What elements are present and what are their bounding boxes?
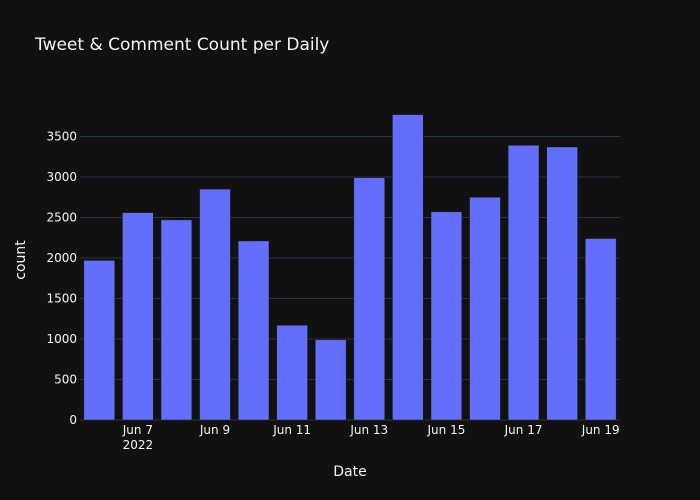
bar [237,240,270,421]
x-tick-label: Jun 13 [349,423,388,437]
bar [430,211,463,421]
bar [392,114,424,421]
bar [585,238,617,421]
chart-title: Tweet & Comment Count per Daily [34,35,329,55]
y-tick-label: 0 [69,413,77,427]
bar [353,177,385,421]
bar [315,339,347,421]
bar [122,212,154,421]
bars [83,114,617,421]
bar [199,188,231,421]
bar [546,146,578,421]
x-tick-label: Jun 19 [581,423,620,437]
bar [160,219,193,421]
y-tick-label: 500 [54,372,77,386]
x-tick-label: Jun 9 [199,423,230,437]
x-tick-label: Jun 11 [272,423,311,437]
x-tick-label: Jun 17 [504,423,543,437]
y-tick-label: 3000 [46,170,77,184]
x-axis-title: Date [333,464,366,480]
x-tick-label: Jun 15 [427,423,466,437]
y-tick-label: 1500 [46,291,77,305]
y-tick-label: 2500 [46,210,77,224]
y-tick-label: 2000 [46,251,77,265]
bar [83,260,115,421]
bar [276,324,308,421]
bar [469,196,501,421]
y-tick-label: 1000 [46,332,77,346]
x-tick-label: Jun 7 [122,423,153,437]
y-tick-labels: 0 500 1000 1500 2000 2500 3000 3500 [46,129,77,427]
x-tick-sublabel: 2022 [123,438,154,452]
y-axis-title: count [13,240,29,280]
y-tick-label: 3500 [46,129,77,143]
bar [507,145,540,421]
